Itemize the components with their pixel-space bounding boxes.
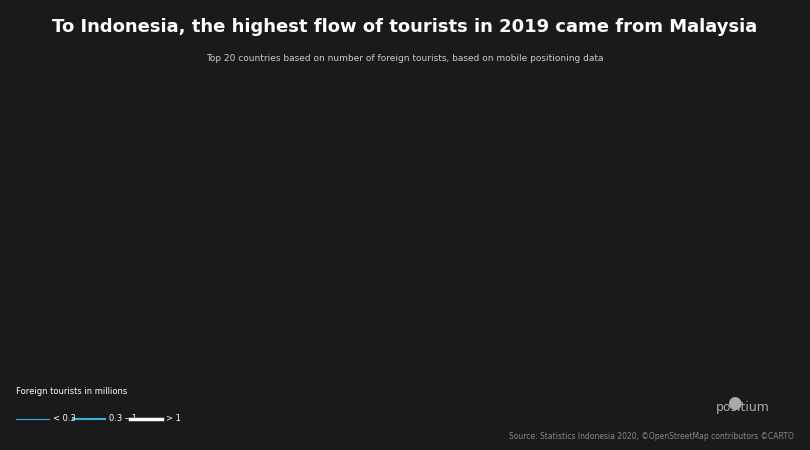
Text: 0.3 – 1: 0.3 – 1 [109, 414, 138, 423]
Text: > 1: > 1 [166, 414, 181, 423]
Text: < 0.3: < 0.3 [53, 414, 75, 423]
Text: To Indonesia, the highest flow of tourists in 2019 came from Malaysia: To Indonesia, the highest flow of touris… [53, 18, 757, 36]
Text: Source: Statistics Indonesia 2020, ©OpenStreetMap contributors ©CARTO: Source: Statistics Indonesia 2020, ©Open… [509, 432, 794, 441]
Text: ●: ● [727, 394, 741, 412]
Text: Top 20 countries based on number of foreign tourists, based on mobile positionin: Top 20 countries based on number of fore… [207, 54, 603, 63]
Text: Foreign tourists in millions: Foreign tourists in millions [16, 387, 127, 396]
Text: positium: positium [715, 401, 770, 414]
